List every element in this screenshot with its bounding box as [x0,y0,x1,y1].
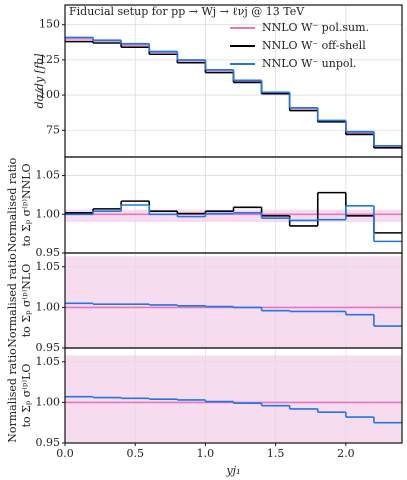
y-tick-label: 125 [39,53,60,66]
legend-label: NNLO W⁻ off-shell [262,39,366,52]
legend-label: NNLO W⁻ unpol. [262,57,357,70]
y-tick-label: 150 [39,18,60,31]
x-tick-label: 1.0 [197,447,215,460]
y-axis-label: to Σₚ σ⁽ᵖ⁾LO [20,364,33,428]
y-tick-label: 0.95 [36,246,61,259]
uncertainty-band [65,256,402,348]
y-tick-label: 0.95 [36,436,61,449]
y-tick-label: 1.00 [36,207,61,220]
y-axis-label: Normalised ratio [6,253,19,348]
y-axis-label: to Σₚ σ⁽ᵖ⁾NLO [20,264,33,337]
legend-label: NNLO W⁻ pol.sum. [262,21,369,34]
x-tick-label: 2.0 [337,447,355,460]
y-tick-label: 1.05 [36,260,61,273]
chart-title: Fiducial setup for pp → Wj → ℓνj @ 13 Te… [69,5,305,18]
y-tick-label: 75 [46,123,60,136]
y-tick-label: 100 [39,88,60,101]
y-tick-label: 0.95 [36,341,61,354]
y-axis-label: dσ/dy [fb] [33,53,46,108]
x-tick-label: 1.5 [267,447,285,460]
x-axis-label: yj₁ [225,464,240,477]
x-tick-label: 0.0 [56,447,74,460]
y-tick-label: 1.00 [36,395,61,408]
y-tick-label: 1.00 [36,300,61,313]
y-tick-label: 1.05 [36,355,61,368]
y-axis-label: Normalised ratio [6,348,19,443]
x-tick-label: 0.5 [126,447,144,460]
panel-frame [64,347,403,444]
uncertainty-band [65,355,402,443]
y-axis-label: to Σₚ σ⁽ᵖ⁾NNLO [20,163,33,246]
y-tick-label: 1.05 [36,169,61,182]
y-axis-label: Normalised ratio [6,157,19,252]
